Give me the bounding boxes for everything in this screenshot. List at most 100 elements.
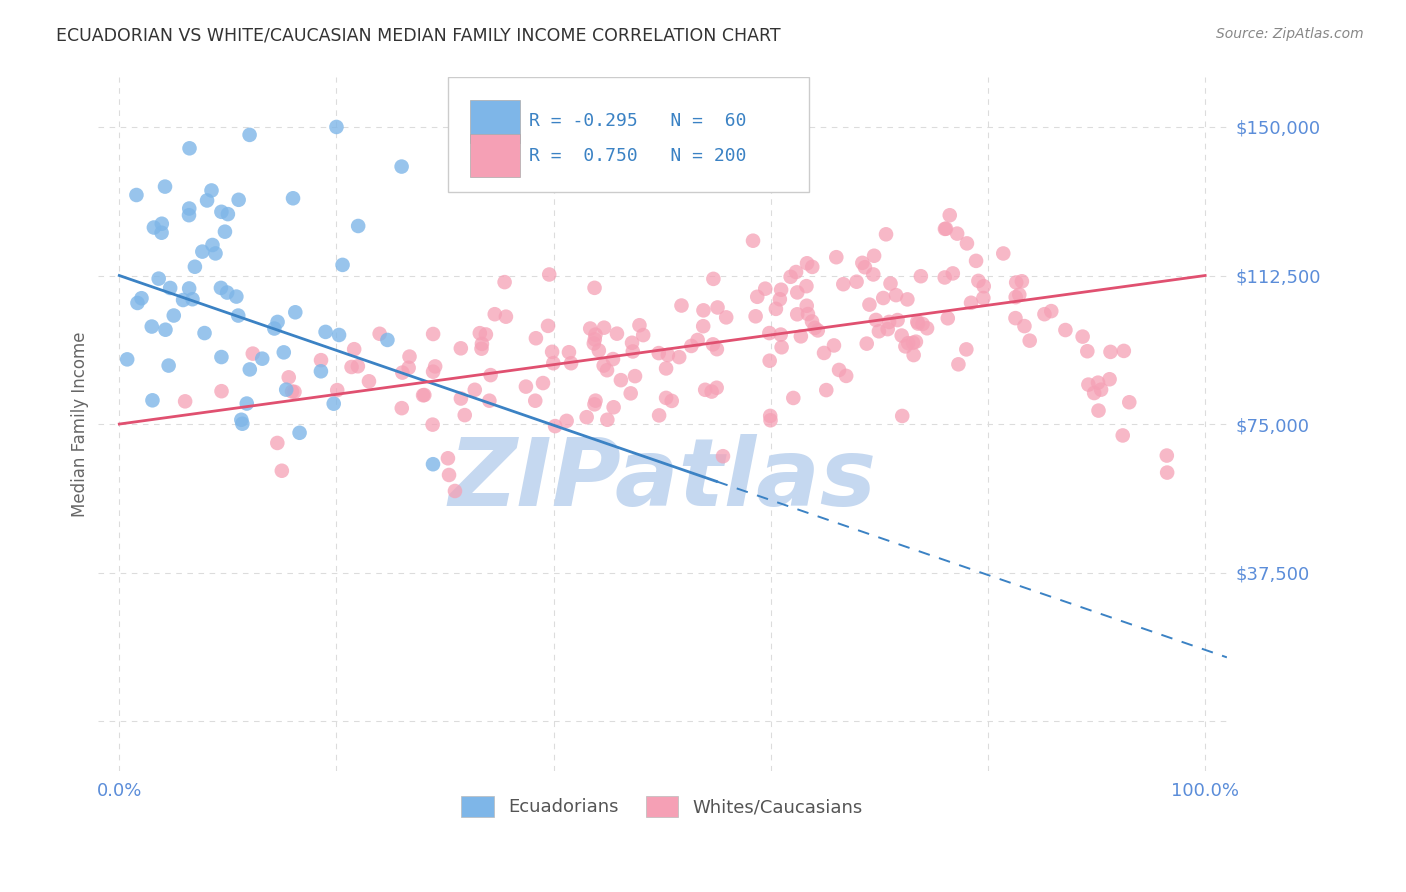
Point [765, 301, 787, 316]
Point [877, 315, 900, 329]
Point [555, 414, 578, 428]
Point [583, 327, 606, 342]
Point [450, 341, 472, 355]
Point [904, 334, 927, 349]
Point [413, 388, 436, 402]
Point [828, 363, 851, 377]
Point [1040, 304, 1063, 318]
Point [204, 246, 226, 260]
Point [157, 359, 180, 373]
Point [845, 275, 868, 289]
Point [1018, 334, 1040, 348]
Point [1008, 287, 1031, 301]
Point [868, 324, 890, 338]
Point [1076, 344, 1098, 359]
Point [347, 219, 370, 233]
Point [655, 361, 678, 376]
Point [225, 289, 247, 303]
Point [758, 353, 780, 368]
Point [273, 345, 295, 359]
Point [700, 384, 723, 399]
Point [1112, 428, 1135, 442]
Point [786, 307, 808, 321]
Point [770, 283, 793, 297]
Point [692, 319, 714, 334]
Point [125, 188, 148, 202]
Point [484, 307, 506, 321]
Point [1005, 276, 1028, 290]
Point [695, 383, 717, 397]
Point [471, 337, 494, 351]
Point [706, 301, 728, 315]
Point [835, 368, 858, 383]
Point [716, 310, 738, 325]
Point [796, 299, 818, 313]
Point [692, 303, 714, 318]
Point [592, 359, 614, 373]
Point [179, 141, 201, 155]
Point [744, 310, 766, 324]
Point [544, 419, 567, 434]
Point [896, 293, 918, 307]
Point [276, 383, 298, 397]
Point [495, 310, 517, 324]
Point [875, 227, 897, 242]
Point [910, 269, 932, 284]
Point [172, 293, 194, 307]
Point [769, 327, 792, 342]
Point [946, 227, 969, 241]
Point [155, 323, 177, 337]
Point [115, 352, 138, 367]
Point [141, 319, 163, 334]
Point [332, 258, 354, 272]
Point [934, 270, 956, 285]
Point [796, 279, 818, 293]
Point [621, 335, 644, 350]
Point [655, 391, 678, 405]
Point [948, 357, 970, 371]
Point [423, 359, 446, 374]
Point [391, 366, 413, 380]
Point [141, 393, 163, 408]
Point [863, 249, 886, 263]
Point [876, 322, 898, 336]
Point [531, 376, 554, 390]
Legend: Ecuadorians, Whites/Caucasians: Ecuadorians, Whites/Caucasians [454, 789, 870, 824]
Point [283, 384, 305, 399]
Point [357, 374, 380, 388]
Point [786, 285, 808, 300]
Point [1156, 466, 1178, 480]
Point [965, 253, 987, 268]
Point [579, 321, 602, 335]
Point [1098, 372, 1121, 386]
Point [479, 368, 502, 383]
Point [422, 326, 444, 341]
Point [686, 333, 709, 347]
Point [935, 221, 957, 235]
Point [742, 234, 765, 248]
Point [560, 356, 582, 370]
Point [886, 313, 908, 327]
Point [967, 274, 990, 288]
Point [657, 348, 679, 362]
Point [558, 345, 581, 359]
Point [368, 326, 391, 341]
Point [422, 457, 444, 471]
Point [706, 342, 728, 356]
Text: Source: ZipAtlas.com: Source: ZipAtlas.com [1216, 27, 1364, 41]
Point [706, 381, 728, 395]
Point [270, 464, 292, 478]
Point [1087, 376, 1109, 390]
Point [993, 246, 1015, 260]
Point [936, 311, 959, 326]
Point [884, 288, 907, 302]
Point [879, 277, 901, 291]
Point [377, 333, 399, 347]
Point [174, 394, 197, 409]
Point [468, 326, 491, 341]
Point [217, 285, 239, 300]
Point [813, 346, 835, 360]
Point [1054, 323, 1077, 337]
Point [588, 343, 610, 358]
Point [801, 314, 824, 328]
